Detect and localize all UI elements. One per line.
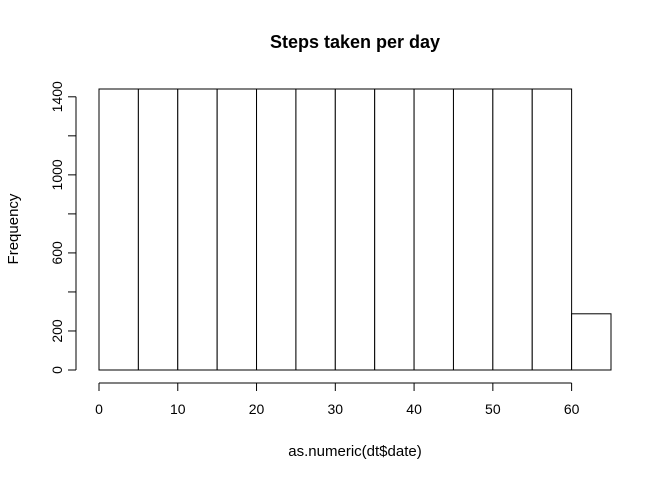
y-tick-label: 600: [49, 241, 65, 265]
histogram-bar-1: [137, 88, 179, 371]
y-tick-label: 1000: [49, 159, 65, 190]
x-tick-label: 40: [406, 401, 422, 417]
histogram-bar-12: [571, 313, 612, 371]
x-tick-label: 0: [95, 401, 103, 417]
histogram-bar-2: [177, 88, 218, 371]
x-tick-label: 50: [485, 401, 501, 417]
histogram-bar-3: [216, 88, 258, 371]
x-axis: 0 10 20 30 40 50 60: [95, 382, 580, 417]
x-tick-label: 30: [328, 401, 344, 417]
histogram-bar-0: [98, 88, 139, 371]
x-axis-label: as.numeric(dt$date): [288, 443, 421, 460]
bars-group: [98, 88, 612, 371]
y-tick-label: 1400: [49, 81, 65, 112]
histogram-bar-7: [374, 88, 415, 371]
x-tick-label: 10: [170, 401, 186, 417]
histogram-bar-9: [452, 88, 494, 371]
x-tick-label: 20: [249, 401, 265, 417]
histogram-bar-10: [492, 88, 533, 371]
x-tick-label: 60: [564, 401, 580, 417]
histogram-bar-5: [295, 88, 336, 371]
y-axis: 0 200 600 1000 1400: [49, 81, 77, 374]
histogram-bar-4: [256, 88, 297, 371]
histogram-bar-6: [334, 88, 376, 371]
histogram-bar-11: [531, 88, 573, 371]
histogram-bar-8: [413, 88, 454, 371]
y-axis-label: Frequency: [5, 193, 22, 264]
y-tick-label: 200: [49, 319, 65, 343]
chart-title: Steps taken per day: [270, 32, 440, 52]
y-tick-label: 0: [49, 366, 65, 374]
